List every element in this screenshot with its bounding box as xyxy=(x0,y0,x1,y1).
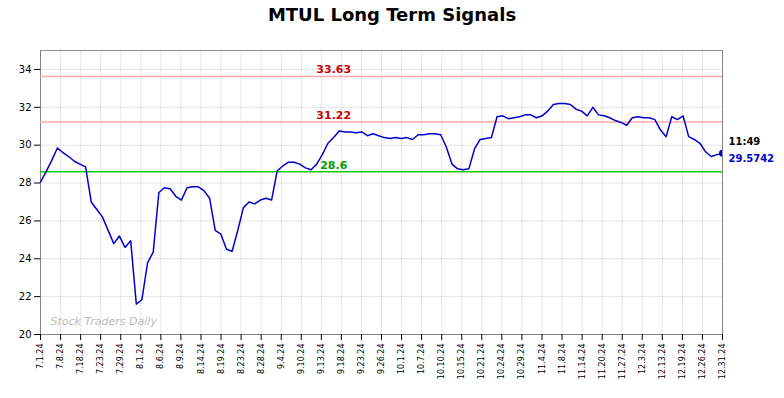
svg-text:12.19.24: 12.19.24 xyxy=(678,344,687,380)
svg-text:12.31.24: 12.31.24 xyxy=(718,344,727,380)
svg-text:11.8.24: 11.8.24 xyxy=(558,344,567,375)
svg-text:11.20.24: 11.20.24 xyxy=(598,344,607,380)
svg-text:8.14.24: 8.14.24 xyxy=(197,344,206,375)
svg-text:31.22: 31.22 xyxy=(316,109,351,122)
svg-text:26: 26 xyxy=(19,215,32,226)
svg-text:7.23.24: 7.23.24 xyxy=(96,344,105,375)
svg-text:24: 24 xyxy=(19,253,32,264)
svg-text:32: 32 xyxy=(19,102,32,113)
svg-text:11.27.24: 11.27.24 xyxy=(618,344,627,380)
svg-text:10.15.24: 10.15.24 xyxy=(457,344,466,380)
svg-text:9.10.24: 9.10.24 xyxy=(297,344,306,375)
svg-text:12.26.24: 12.26.24 xyxy=(698,344,707,380)
svg-text:11:49: 11:49 xyxy=(729,136,761,147)
svg-text:10.24.24: 10.24.24 xyxy=(497,344,506,380)
svg-text:20: 20 xyxy=(19,329,32,340)
svg-text:29.5742: 29.5742 xyxy=(729,153,775,164)
svg-text:9.13.24: 9.13.24 xyxy=(317,344,326,375)
html-text:MTUL Long Term Signals: MTUL Long Term Signals xyxy=(267,4,517,25)
svg-text:9.4.24: 9.4.24 xyxy=(277,344,286,369)
svg-text:10.7.24: 10.7.24 xyxy=(417,344,426,375)
svg-text:7.18.24: 7.18.24 xyxy=(76,344,85,375)
svg-text:8.9.24: 8.9.24 xyxy=(176,344,185,369)
svg-text:9.23.24: 9.23.24 xyxy=(357,344,366,375)
svg-text:8.1.24: 8.1.24 xyxy=(136,344,145,369)
svg-text:7.29.24: 7.29.24 xyxy=(116,344,125,375)
svg-text:9.26.24: 9.26.24 xyxy=(377,344,386,375)
svg-text:8.28.24: 8.28.24 xyxy=(257,344,266,375)
svg-text:9.18.24: 9.18.24 xyxy=(337,344,346,375)
svg-text:11.14.24: 11.14.24 xyxy=(578,344,587,380)
svg-text:28.6: 28.6 xyxy=(320,159,347,172)
svg-text:12.3.24: 12.3.24 xyxy=(638,344,647,375)
svg-text:10.1.24: 10.1.24 xyxy=(397,344,406,375)
svg-text:11.4.24: 11.4.24 xyxy=(538,344,547,375)
svg-text:22: 22 xyxy=(19,291,32,302)
svg-text:8.23.24: 8.23.24 xyxy=(237,344,246,375)
svg-text:10.29.24: 10.29.24 xyxy=(517,344,526,380)
svg-text:10.10.24: 10.10.24 xyxy=(437,344,446,380)
svg-text:8.19.24: 8.19.24 xyxy=(217,344,226,375)
svg-text:28: 28 xyxy=(19,177,32,188)
svg-text:8.6.24: 8.6.24 xyxy=(156,344,165,369)
svg-text:10.21.24: 10.21.24 xyxy=(477,344,486,380)
svg-text:7.8.24: 7.8.24 xyxy=(56,344,65,369)
svg-text:7.1.24: 7.1.24 xyxy=(36,344,45,369)
svg-text:34: 34 xyxy=(19,64,32,75)
svg-text:12.13.24: 12.13.24 xyxy=(658,344,667,380)
svg-text:30: 30 xyxy=(19,139,32,150)
svg-text:33.63: 33.63 xyxy=(316,63,351,76)
svg-text:Stock Traders Daily: Stock Traders Daily xyxy=(51,315,158,328)
